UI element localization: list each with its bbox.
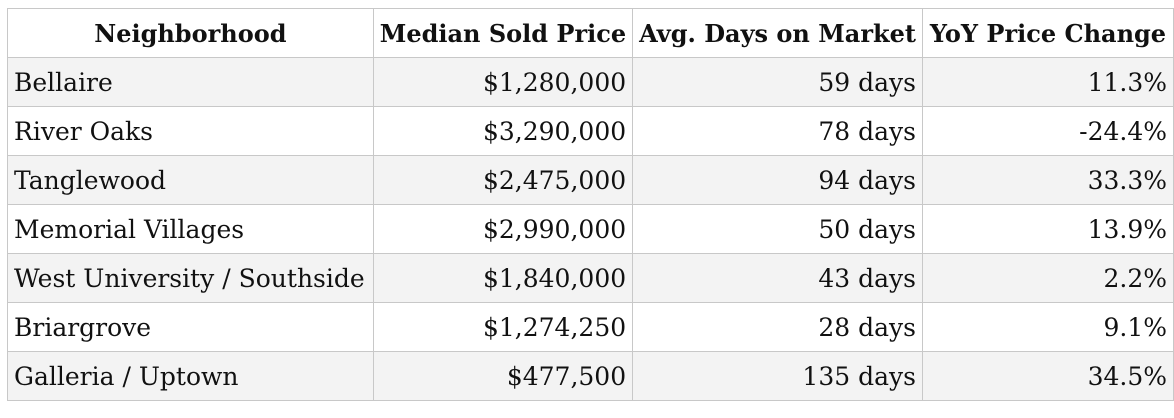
cell-avg-days: 50 days: [632, 204, 923, 254]
cell-median-price: $3,290,000: [372, 106, 634, 156]
cell-neighborhood: West University / Southside: [7, 253, 374, 303]
header-median-sold-price: Median Sold Price: [372, 8, 634, 58]
cell-neighborhood: Tanglewood: [7, 155, 374, 205]
header-yoy-price-change: YoY Price Change: [921, 8, 1174, 58]
header-avg-days-on-market: Avg. Days on Market: [632, 8, 923, 58]
table-row: Bellaire $1,280,000 59 days 11.3%: [7, 57, 1174, 107]
cell-neighborhood: Memorial Villages: [7, 204, 374, 254]
cell-yoy-change: 13.9%: [921, 204, 1174, 254]
table-row: River Oaks $3,290,000 78 days -24.4%: [7, 106, 1174, 156]
cell-yoy-change: 34.5%: [921, 351, 1174, 401]
cell-neighborhood: River Oaks: [7, 106, 374, 156]
cell-median-price: $2,475,000: [372, 155, 634, 205]
table-row: Memorial Villages $2,990,000 50 days 13.…: [7, 204, 1174, 254]
table-row: West University / Southside $1,840,000 4…: [7, 253, 1174, 303]
table-body: Bellaire $1,280,000 59 days 11.3% River …: [7, 57, 1174, 401]
cell-avg-days: 135 days: [632, 351, 923, 401]
cell-neighborhood: Galleria / Uptown: [7, 351, 374, 401]
cell-yoy-change: 33.3%: [921, 155, 1174, 205]
cell-median-price: $477,500: [372, 351, 634, 401]
cell-yoy-change: -24.4%: [921, 106, 1174, 156]
header-neighborhood: Neighborhood: [7, 8, 374, 58]
cell-avg-days: 94 days: [632, 155, 923, 205]
header-row: Neighborhood Median Sold Price Avg. Days…: [7, 8, 1174, 58]
table-row: Briargrove $1,274,250 28 days 9.1%: [7, 302, 1174, 352]
cell-avg-days: 28 days: [632, 302, 923, 352]
cell-median-price: $2,990,000: [372, 204, 634, 254]
cell-avg-days: 43 days: [632, 253, 923, 303]
cell-neighborhood: Briargrove: [7, 302, 374, 352]
cell-yoy-change: 11.3%: [921, 57, 1174, 107]
cell-avg-days: 59 days: [632, 57, 923, 107]
neighborhood-price-table: Neighborhood Median Sold Price Avg. Days…: [7, 8, 1174, 401]
cell-median-price: $1,274,250: [372, 302, 634, 352]
cell-median-price: $1,280,000: [372, 57, 634, 107]
cell-yoy-change: 2.2%: [921, 253, 1174, 303]
cell-avg-days: 78 days: [632, 106, 923, 156]
cell-median-price: $1,840,000: [372, 253, 634, 303]
cell-yoy-change: 9.1%: [921, 302, 1174, 352]
table-row: Galleria / Uptown $477,500 135 days 34.5…: [7, 351, 1174, 401]
cell-neighborhood: Bellaire: [7, 57, 374, 107]
table-header: Neighborhood Median Sold Price Avg. Days…: [7, 8, 1174, 58]
table-row: Tanglewood $2,475,000 94 days 33.3%: [7, 155, 1174, 205]
